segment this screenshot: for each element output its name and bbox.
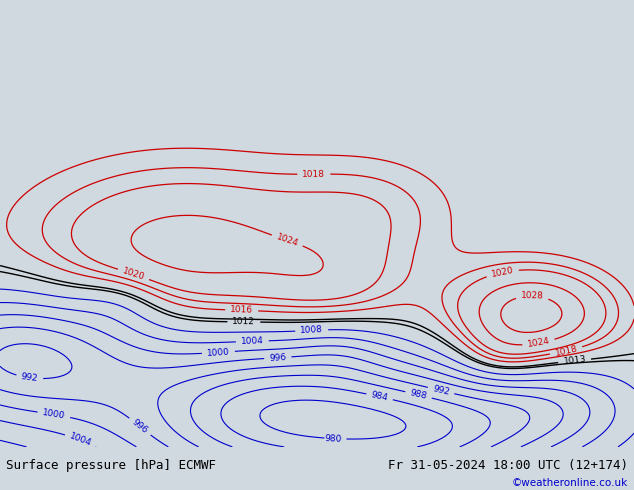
Text: ©weatheronline.co.uk: ©weatheronline.co.uk [512,478,628,488]
Text: 1018: 1018 [302,170,325,179]
Text: 1008: 1008 [300,325,323,336]
Text: 984: 984 [370,391,389,403]
Text: 1020: 1020 [121,267,146,282]
Text: 996: 996 [269,353,287,363]
Text: 1020: 1020 [491,266,515,279]
Text: 992: 992 [432,384,450,397]
Text: 1024: 1024 [275,232,299,248]
Text: 980: 980 [324,434,342,443]
Text: Fr 31-05-2024 18:00 UTC (12+174): Fr 31-05-2024 18:00 UTC (12+174) [387,459,628,472]
Text: 988: 988 [409,389,428,401]
Text: 1024: 1024 [527,337,550,349]
Text: 996: 996 [131,417,150,436]
Text: 1028: 1028 [521,292,544,301]
Text: 1016: 1016 [230,305,254,315]
Text: 1000: 1000 [207,347,230,358]
Text: 1004: 1004 [241,337,264,346]
Text: 1000: 1000 [42,408,66,421]
Text: Surface pressure [hPa] ECMWF: Surface pressure [hPa] ECMWF [6,459,216,472]
Text: 1018: 1018 [554,344,578,358]
Text: 1013: 1013 [563,355,586,367]
Text: 992: 992 [21,372,39,383]
Text: 1004: 1004 [68,432,93,448]
Text: 1012: 1012 [232,317,256,326]
